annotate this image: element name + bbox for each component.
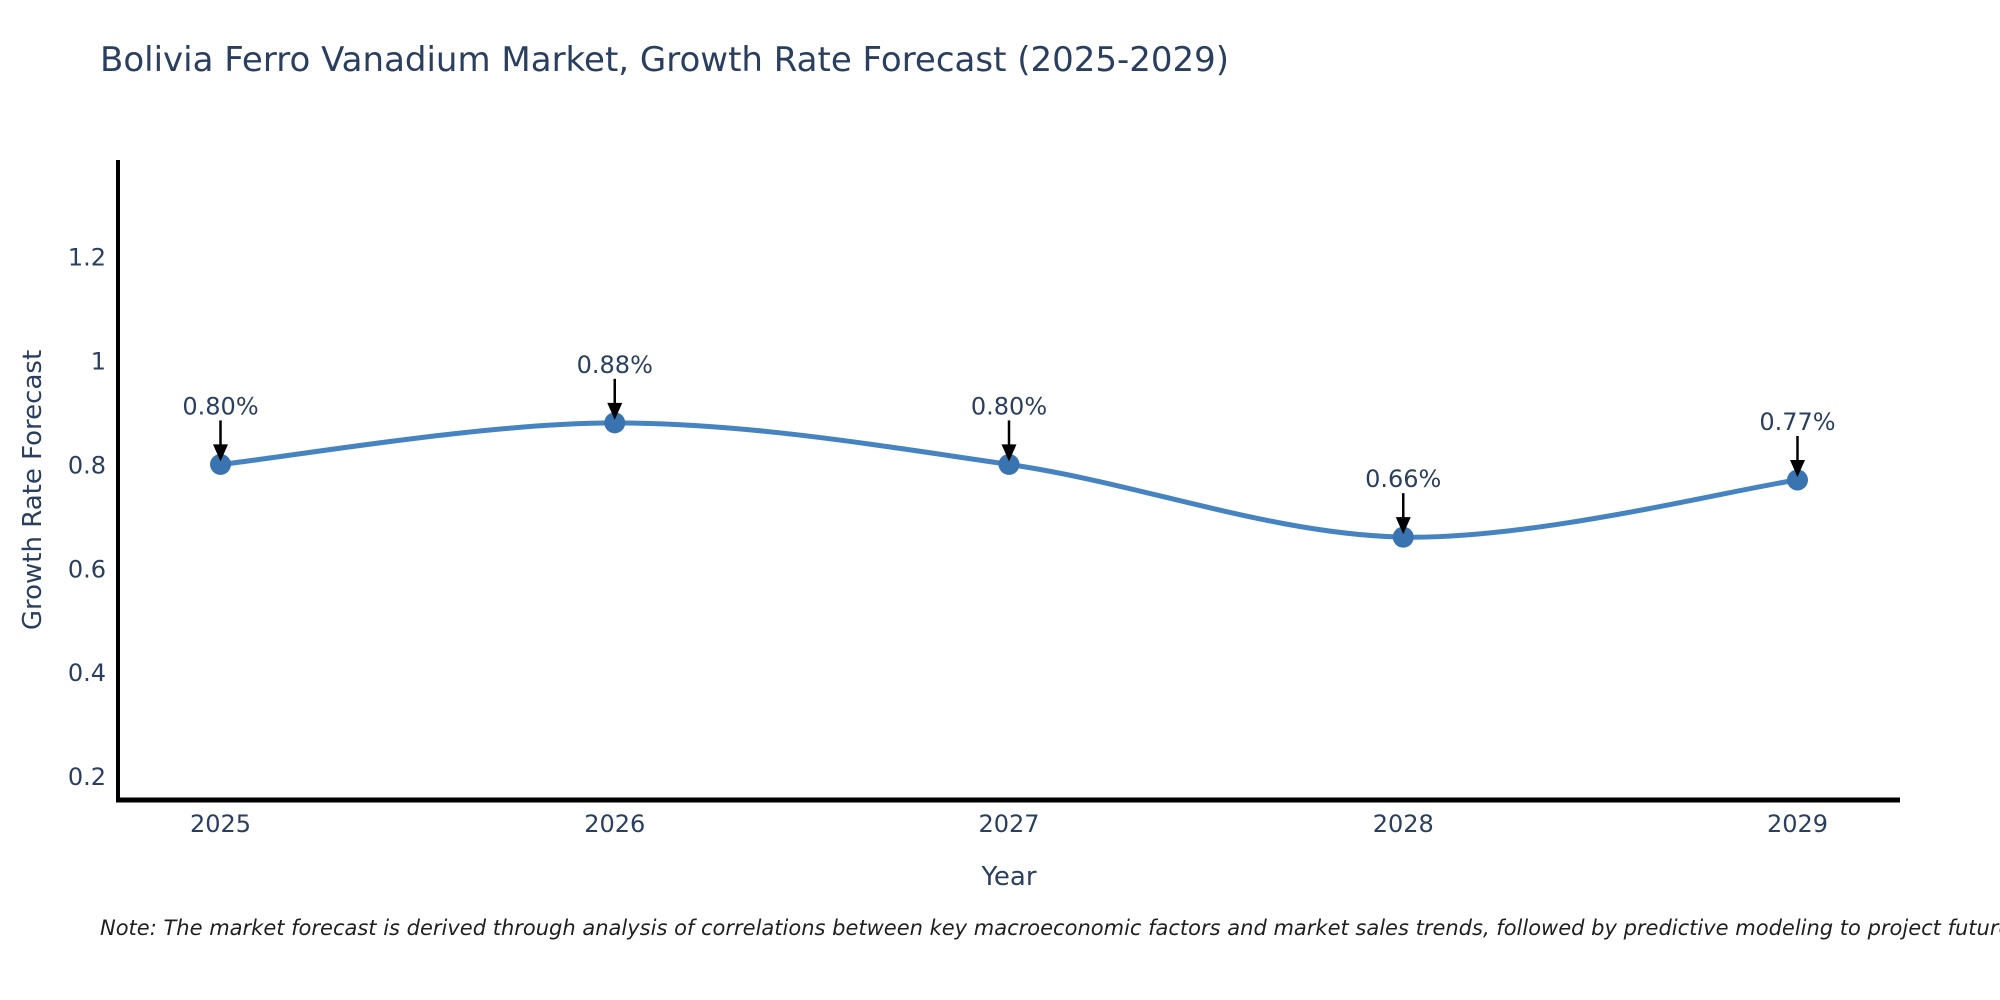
footnote: Note: The market forecast is derived thr…	[100, 916, 2000, 940]
y-tick-label: 0.8	[68, 451, 106, 479]
data-point-marker	[604, 412, 626, 434]
annotation-arrow-head	[1001, 444, 1017, 462]
y-tick-label: 0.4	[68, 659, 106, 687]
point-annotation-label: 0.80%	[182, 392, 258, 420]
x-axis-title: Year	[981, 862, 1037, 892]
point-annotation-label: 0.88%	[577, 351, 653, 379]
annotation-arrow-head	[607, 402, 623, 420]
annotation-arrow-head	[1395, 517, 1411, 535]
data-point-marker	[210, 453, 232, 475]
point-annotation-label: 0.77%	[1759, 408, 1835, 436]
x-tick-label: 2029	[1767, 810, 1828, 838]
data-point-marker	[1392, 526, 1414, 548]
data-point-marker	[998, 453, 1020, 475]
data-point-marker	[1786, 469, 1808, 491]
x-tick-label: 2027	[978, 810, 1039, 838]
y-axis-title: Growth Rate Forecast	[18, 349, 48, 631]
y-tick-label: 1	[91, 348, 106, 376]
x-tick-label: 2025	[190, 810, 251, 838]
annotation-arrow-head	[1789, 460, 1805, 477]
point-annotation-label: 0.66%	[1365, 465, 1441, 493]
y-tick-label: 0.2	[68, 763, 106, 791]
x-tick-label: 2026	[584, 810, 645, 838]
y-tick-label: 1.2	[68, 244, 106, 272]
x-tick-label: 2028	[1373, 810, 1434, 838]
annotation-arrow-head	[213, 444, 229, 462]
chart-title: Bolivia Ferro Vanadium Market, Growth Ra…	[100, 40, 1230, 80]
point-annotation-label: 0.80%	[971, 392, 1047, 420]
y-tick-label: 0.6	[68, 555, 106, 583]
